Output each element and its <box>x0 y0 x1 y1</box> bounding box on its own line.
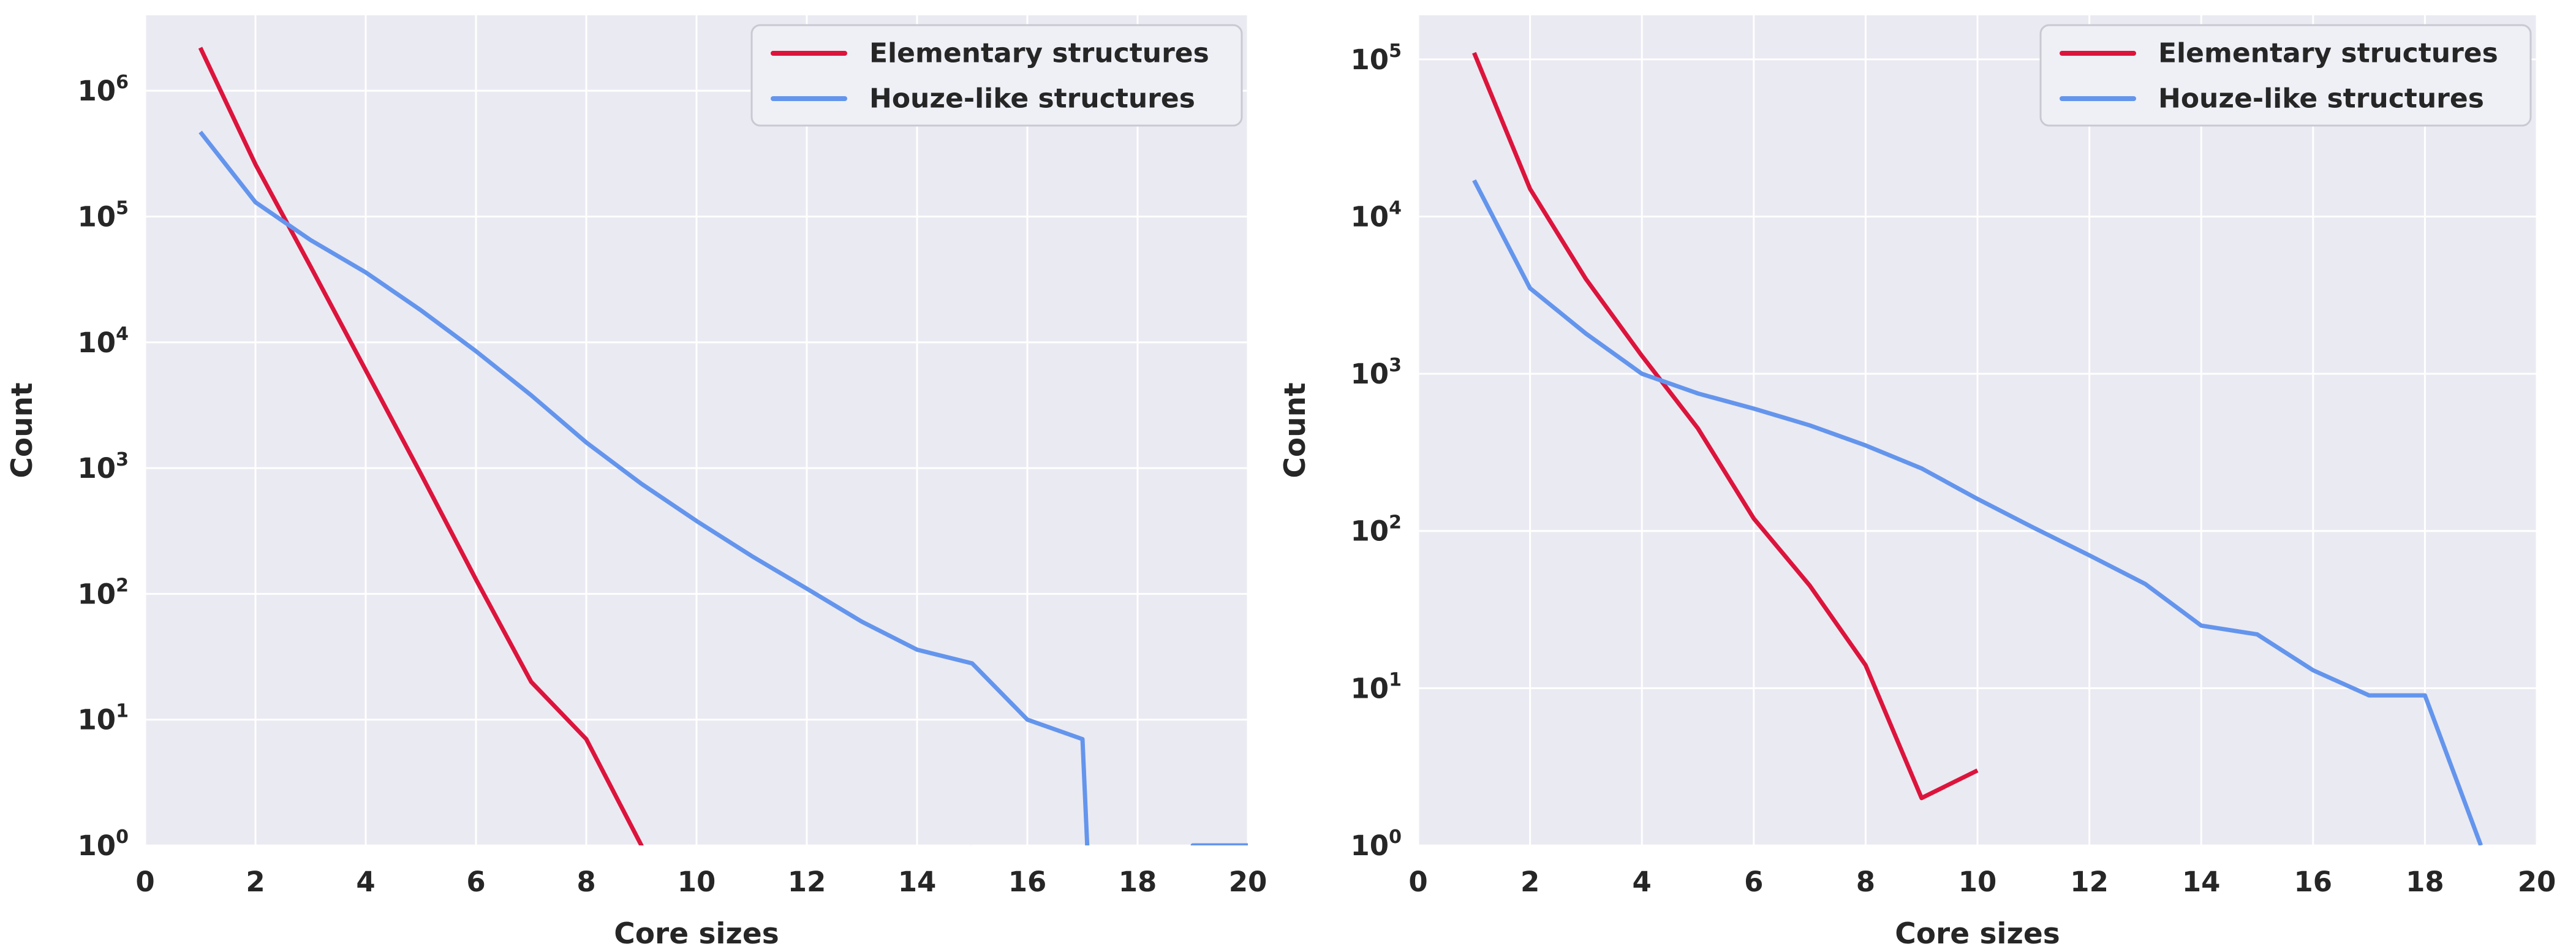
y-tick-label: 100 <box>78 826 129 862</box>
legend-label-elementary-structures: Elementary structures <box>869 38 1209 69</box>
y-tick-label: 105 <box>78 197 129 233</box>
legend-box <box>750 24 1243 127</box>
chart-left: 0 2 4 6 8 10 12 14 16 18 20 100 101 102 103 104 105 106 Co… <box>6 15 1267 951</box>
series-line-elementary-structures <box>1472 51 1979 801</box>
chart-right: 0 2 4 6 8 10 12 14 16 18 20 100 101 102 103 104 105 Core … <box>1279 15 2556 951</box>
y-tick-label: 106 <box>78 72 129 107</box>
x-tick-label: 12 <box>788 866 826 898</box>
y-tick-label: 104 <box>1351 197 1402 233</box>
x-tick-label: 4 <box>1633 866 1652 898</box>
y-tick-label: 102 <box>78 575 129 610</box>
x-tick-label: 12 <box>2070 866 2109 898</box>
x-tick-label: 6 <box>1744 866 1763 898</box>
x-tick-label: 18 <box>2406 866 2444 898</box>
legend: Elementary structures Houze-like structur… <box>2039 24 2532 127</box>
x-tick-label: 14 <box>898 866 937 898</box>
y-tick-label: 101 <box>78 701 129 736</box>
x-axis-label: Core sizes <box>1895 917 2060 951</box>
x-tick-label: 16 <box>1008 866 1047 898</box>
y-tick-label: 100 <box>1351 826 1402 862</box>
y-tick-label: 104 <box>78 323 129 359</box>
y-axis-label: Count <box>1279 382 1312 478</box>
x-tick-label: 4 <box>356 866 375 898</box>
x-tick-label: 14 <box>2182 866 2221 898</box>
y-tick-label: 105 <box>1351 40 1402 76</box>
x-tick-label: 8 <box>1856 866 1875 898</box>
x-tick-label: 16 <box>2294 866 2332 898</box>
y-tick-label: 102 <box>1351 512 1402 548</box>
x-axis-label: Core sizes <box>614 917 779 951</box>
x-tick-label: 10 <box>678 866 716 898</box>
x-tick-label: 0 <box>135 866 154 898</box>
x-tick-label: 10 <box>1958 866 1997 898</box>
legend: Elementary structures Houze-like structur… <box>750 24 1243 127</box>
x-tick-label: 0 <box>1408 866 1427 898</box>
x-tick-label: 20 <box>2518 866 2556 898</box>
y-tick-label: 103 <box>78 449 129 485</box>
x-tick-label: 6 <box>466 866 485 898</box>
series-line-houze-like-structures <box>198 130 1248 845</box>
x-tick-label: 2 <box>246 866 265 898</box>
y-tick-label: 103 <box>1351 355 1402 390</box>
x-tick-label: 2 <box>1520 866 1539 898</box>
legend-box <box>2039 24 2532 127</box>
legend-label-elementary-structures: Elementary structures <box>2158 38 2498 69</box>
series-line-houze-like-structures <box>1472 179 2483 845</box>
x-tick-label: 18 <box>1119 866 1157 898</box>
x-tick-label: 8 <box>576 866 595 898</box>
y-axis-label: Count <box>6 382 39 478</box>
y-tick-label: 101 <box>1351 669 1402 705</box>
x-tick-label: 20 <box>1229 866 1267 898</box>
legend-label-houze-like-structures: Houze-like structures <box>869 83 1195 115</box>
series-line-elementary-structures <box>198 47 972 845</box>
legend-label-houze-like-structures: Houze-like structures <box>2158 83 2484 115</box>
